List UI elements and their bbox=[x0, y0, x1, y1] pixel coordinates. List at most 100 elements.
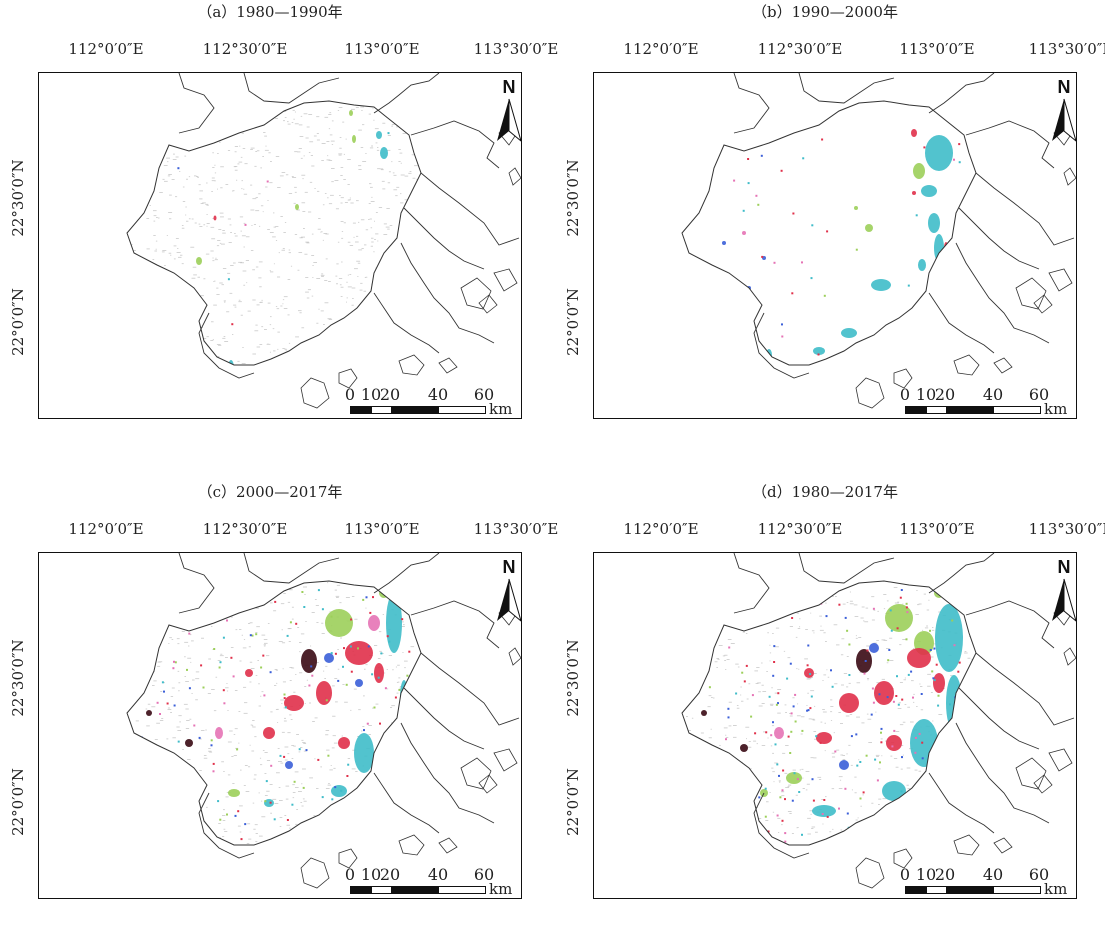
land-speckle bbox=[841, 684, 844, 686]
land-speckle bbox=[155, 296, 159, 297]
land-speckle bbox=[153, 210, 157, 212]
land-speckle bbox=[868, 742, 872, 743]
land-speckle bbox=[199, 770, 202, 771]
land-speckle bbox=[899, 644, 902, 646]
land-speckle bbox=[179, 837, 183, 838]
land-speckle bbox=[315, 662, 319, 663]
land-speckle bbox=[243, 246, 245, 248]
land-speckle bbox=[269, 232, 274, 233]
change-patch-cyan bbox=[331, 785, 347, 797]
land-speckle bbox=[357, 262, 361, 264]
land-speckle bbox=[849, 600, 853, 602]
island-outline bbox=[893, 368, 913, 389]
land-speckle bbox=[771, 687, 773, 689]
scale-tick-label: 10 bbox=[360, 385, 382, 404]
land-speckle bbox=[769, 644, 771, 646]
land-speckle bbox=[287, 314, 290, 316]
change-dot-green bbox=[931, 670, 934, 673]
study-area-boundary bbox=[126, 580, 422, 846]
land-speckle bbox=[391, 726, 394, 728]
land-speckle bbox=[720, 802, 723, 804]
land-speckle bbox=[145, 173, 147, 175]
land-speckle bbox=[145, 771, 150, 773]
land-speckle bbox=[683, 819, 687, 821]
land-speckle bbox=[969, 812, 974, 813]
land-speckle bbox=[895, 766, 899, 768]
change-dot-pink bbox=[796, 778, 799, 781]
land-speckle bbox=[840, 754, 844, 756]
land-speckle bbox=[337, 649, 339, 650]
land-speckle bbox=[756, 667, 760, 668]
land-speckle bbox=[252, 114, 256, 115]
land-speckle bbox=[714, 619, 717, 621]
land-speckle bbox=[280, 305, 283, 307]
change-patch-red bbox=[839, 693, 859, 713]
land-speckle bbox=[342, 338, 345, 340]
land-speckle bbox=[241, 634, 243, 636]
land-speckle bbox=[186, 178, 188, 180]
change-dot-red bbox=[408, 650, 411, 653]
change-dot-green bbox=[221, 600, 224, 603]
land-speckle bbox=[796, 588, 800, 589]
land-speckle bbox=[393, 174, 397, 176]
land-speckle bbox=[700, 653, 702, 655]
land-speckle bbox=[866, 713, 869, 715]
land-speckle bbox=[214, 172, 217, 174]
land-speckle bbox=[172, 757, 177, 758]
land-speckle bbox=[795, 794, 798, 796]
land-speckle bbox=[185, 708, 189, 710]
change-dot-pink bbox=[906, 611, 909, 614]
change-dot-cyan bbox=[764, 787, 767, 790]
land-speckle bbox=[316, 622, 319, 623]
land-speckle bbox=[134, 165, 138, 167]
land-speckle bbox=[155, 325, 158, 326]
change-dot-blue bbox=[713, 791, 716, 794]
scale-tick-label: 20 bbox=[934, 865, 956, 884]
land-speckle bbox=[178, 690, 180, 692]
land-speckle bbox=[264, 135, 267, 137]
land-speckle bbox=[239, 145, 241, 147]
land-speckle bbox=[398, 149, 401, 150]
land-speckle bbox=[222, 820, 226, 821]
land-speckle bbox=[358, 709, 361, 711]
land-speckle bbox=[178, 715, 182, 717]
land-speckle bbox=[347, 199, 350, 201]
land-speckle bbox=[904, 677, 906, 679]
land-speckle bbox=[886, 662, 889, 664]
change-dot-red bbox=[400, 589, 403, 592]
land-speckle bbox=[156, 624, 159, 625]
change-patch-cyan bbox=[813, 347, 825, 355]
land-speckle bbox=[305, 361, 310, 363]
land-speckle bbox=[175, 126, 178, 128]
coastline bbox=[178, 73, 215, 134]
land-speckle bbox=[222, 230, 225, 231]
land-speckle bbox=[868, 836, 872, 838]
land-speckle bbox=[693, 622, 697, 624]
change-dot-red bbox=[761, 255, 764, 258]
land-speckle bbox=[133, 795, 135, 797]
land-speckle bbox=[162, 136, 165, 138]
land-speckle bbox=[410, 646, 415, 648]
land-speckle bbox=[146, 160, 149, 162]
land-speckle bbox=[365, 323, 367, 324]
land-speckle bbox=[902, 639, 906, 640]
land-speckle bbox=[227, 741, 232, 743]
land-speckle bbox=[352, 222, 356, 224]
land-speckle bbox=[279, 817, 283, 818]
land-speckle bbox=[140, 212, 144, 214]
land-speckle bbox=[858, 637, 862, 638]
land-speckle bbox=[412, 723, 414, 725]
land-speckle bbox=[199, 198, 203, 200]
land-speckle bbox=[299, 368, 300, 369]
land-speckle bbox=[130, 128, 132, 130]
land-speckle bbox=[295, 674, 297, 675]
land-speckle bbox=[243, 639, 246, 640]
land-speckle bbox=[376, 149, 380, 151]
land-speckle bbox=[806, 705, 808, 706]
land-speckle bbox=[337, 241, 340, 243]
land-speckle bbox=[846, 602, 849, 603]
land-speckle bbox=[810, 757, 814, 759]
change-dot-red bbox=[806, 664, 809, 667]
land-speckle bbox=[323, 233, 327, 234]
land-speckle bbox=[339, 602, 342, 604]
